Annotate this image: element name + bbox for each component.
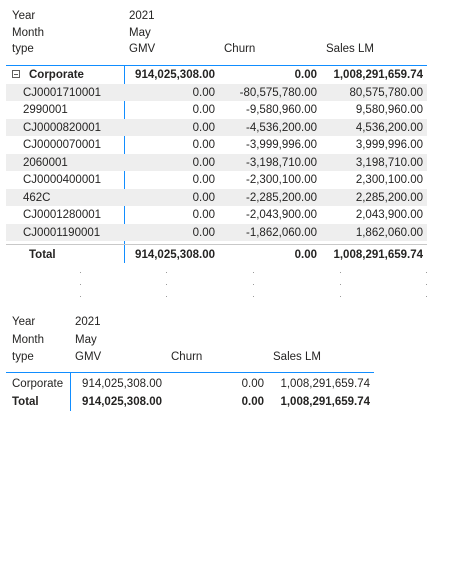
- cell-gmv: 0.00: [192, 104, 215, 116]
- cell-sales-lm: 9,580,960.00: [355, 104, 423, 116]
- cell-sales-lm: 80,575,780.00: [349, 87, 423, 99]
- row-label[interactable]: CJ0000820001: [23, 122, 102, 134]
- row-label[interactable]: CJ0000070001: [23, 139, 102, 151]
- header-divider: [6, 372, 374, 373]
- header-year-value[interactable]: 2021: [75, 316, 101, 328]
- row-band: [6, 154, 427, 171]
- total-sales-lm: 1,008,291,659.74: [333, 249, 423, 261]
- column-header-churn[interactable]: Churn: [171, 351, 203, 363]
- header-month-value[interactable]: May: [75, 334, 97, 346]
- row-label[interactable]: CJ0000400001: [23, 174, 102, 186]
- cell-sales-lm: 1,862,060.00: [355, 227, 423, 239]
- collapse-icon[interactable]: [12, 70, 20, 78]
- header-month-label: Month: [12, 334, 44, 346]
- row-label[interactable]: CJ0001190001: [23, 227, 101, 239]
- cell-churn: -3,999,996.00: [246, 139, 317, 151]
- row-band: [6, 119, 427, 136]
- total-gmv: 914,025,308.00: [82, 396, 162, 408]
- header-year-value[interactable]: 2021: [129, 10, 155, 22]
- cell-gmv: 0.00: [192, 139, 215, 151]
- column-header-gmv[interactable]: GMV: [75, 351, 102, 363]
- total-label: Total: [12, 396, 39, 408]
- cell-gmv: 0.00: [192, 227, 215, 239]
- column-header-gmv[interactable]: GMV: [129, 43, 156, 55]
- column-header-churn[interactable]: Churn: [224, 43, 256, 55]
- total-churn: 0.00: [294, 249, 317, 261]
- row-band: [6, 189, 427, 206]
- cell-gmv: 914,025,308.00: [82, 378, 162, 390]
- header-month-value[interactable]: May: [129, 27, 151, 39]
- row-label[interactable]: 462C: [23, 192, 51, 204]
- cell-gmv: 0.00: [192, 174, 215, 186]
- cell-gmv: 0.00: [192, 87, 215, 99]
- row-band: [6, 84, 427, 101]
- cell-churn: -2,043,900.00: [246, 209, 317, 221]
- total-churn: 0.00: [241, 396, 264, 408]
- header-divider: [6, 65, 427, 66]
- cell-sales-lm: 3,999,996.00: [355, 139, 423, 151]
- cell-churn: -4,536,200.00: [246, 122, 317, 134]
- cell-gmv: 914,025,308.00: [135, 69, 215, 81]
- total-label: Total: [29, 249, 56, 261]
- cell-churn: -9,580,960.00: [246, 104, 317, 116]
- cell-sales-lm: 2,300,100.00: [355, 174, 423, 186]
- row-label[interactable]: Corporate: [12, 378, 64, 390]
- cell-churn: -3,198,710.00: [246, 157, 317, 169]
- cell-gmv: 0.00: [192, 122, 215, 134]
- header-month-label: Month: [12, 27, 44, 39]
- row-group-label[interactable]: Corporate: [29, 69, 84, 81]
- cell-sales-lm: 4,536,200.00: [355, 122, 423, 134]
- column-header-sales-lm[interactable]: Sales LM: [326, 43, 374, 55]
- cell-gmv: 0.00: [192, 209, 215, 221]
- header-year-label: Year: [12, 10, 36, 22]
- cell-churn: -2,300,100.00: [246, 174, 317, 186]
- cell-sales-lm: 2,285,200.00: [355, 192, 423, 204]
- row-band: [6, 224, 427, 241]
- cell-sales-lm: 2,043,900.00: [355, 209, 423, 221]
- cell-churn: -80,575,780.00: [239, 87, 317, 99]
- row-label[interactable]: 2990001: [23, 104, 68, 116]
- cell-gmv: 0.00: [192, 157, 215, 169]
- total-gmv: 914,025,308.00: [135, 249, 215, 261]
- cell-sales-lm: 3,198,710.00: [355, 157, 423, 169]
- cell-gmv: 0.00: [192, 192, 215, 204]
- cell-churn: 0.00: [294, 69, 317, 81]
- row-label[interactable]: CJ0001280001: [23, 209, 102, 221]
- header-type-label: type: [12, 43, 34, 55]
- row-label[interactable]: CJ0001710001: [23, 87, 102, 99]
- cell-sales-lm: 1,008,291,659.74: [280, 378, 370, 390]
- header-year-label: Year: [12, 316, 36, 328]
- header-type-label: type: [12, 351, 34, 363]
- total-divider: [6, 244, 427, 245]
- cell-churn: -1,862,060.00: [246, 227, 317, 239]
- total-sales-lm: 1,008,291,659.74: [280, 396, 370, 408]
- cell-churn: 0.00: [241, 378, 264, 390]
- cell-sales-lm: 1,008,291,659.74: [333, 69, 423, 81]
- row-header-divider: [70, 373, 71, 411]
- cell-churn: -2,285,200.00: [246, 192, 317, 204]
- column-header-sales-lm[interactable]: Sales LM: [273, 351, 321, 363]
- row-label[interactable]: 2060001: [23, 157, 68, 169]
